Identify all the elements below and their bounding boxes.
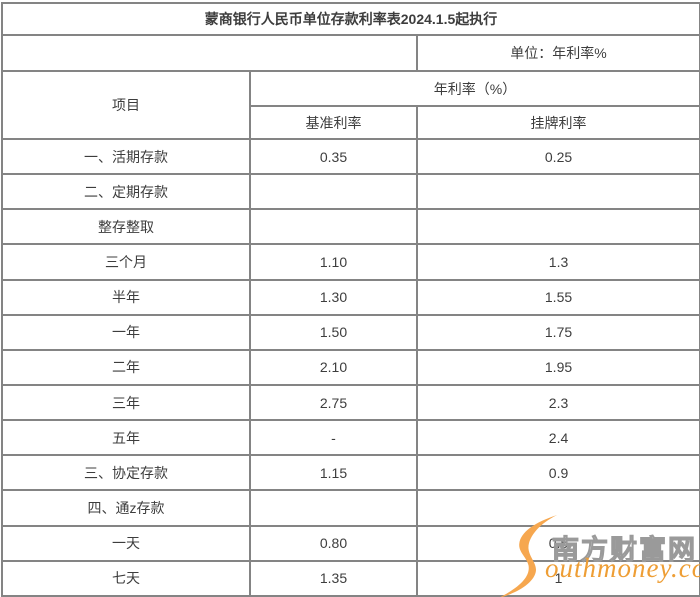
table-title-row: 蒙商银行人民币单位存款利率表2024.1.5起执行	[0, 2, 700, 36]
cell-base-rate: 2.10	[249, 348, 418, 386]
column-header-base-rate: 基准利率	[249, 105, 418, 140]
cell-listed-rate: 2.3	[415, 383, 700, 422]
table-row: 一年 1.50 1.75	[1, 313, 700, 351]
header-row-1: 项目 年利率（%）	[1, 70, 700, 140]
page-title: 蒙商银行人民币单位存款利率表2024.1.5起执行	[0, 2, 700, 36]
table-row: 二、定期存款	[1, 173, 700, 211]
cell-listed-rate: 1.3	[415, 243, 700, 281]
cell-listed-rate: 0.25	[415, 137, 700, 176]
table-row: 七天 1.35 1	[1, 559, 700, 597]
table-row: 三、协定存款 1.15 0.9	[1, 454, 700, 492]
cell-listed-rate: 1.55	[415, 278, 700, 316]
cell-base-rate: 0.80	[249, 524, 418, 562]
cell-base-rate: 1.35	[249, 559, 418, 597]
cell-item: 二、定期存款	[1, 173, 251, 211]
unit-label: 单位：年利率%	[415, 34, 700, 72]
table-row: 四、通z存款	[1, 489, 700, 527]
cell-listed-rate: 0.9	[415, 454, 700, 492]
column-header-listed-rate: 挂牌利率	[415, 105, 700, 140]
cell-item: 一、活期存款	[1, 137, 251, 176]
table-row: 二年 2.10 1.95	[1, 348, 700, 386]
cell-base-rate	[249, 173, 418, 211]
cell-item: 七天	[1, 559, 251, 597]
cell-listed-rate: 0.5	[415, 524, 700, 562]
table-row: 半年 1.30 1.55	[1, 278, 700, 316]
cell-listed-rate: 1.75	[415, 313, 700, 351]
table-row: 三年 2.75 2.3	[1, 383, 700, 422]
cell-base-rate	[249, 489, 418, 527]
cell-listed-rate	[415, 173, 700, 211]
table-row: 一天 0.80 0.5	[1, 524, 700, 562]
cell-base-rate: 0.35	[249, 137, 418, 176]
cell-item: 五年	[1, 419, 251, 457]
cell-item: 整存整取	[1, 208, 251, 246]
column-header-project: 项目	[1, 70, 251, 140]
cell-item: 四、通z存款	[1, 489, 251, 527]
cell-item: 一年	[1, 313, 251, 351]
cell-item: 三年	[1, 383, 251, 422]
cell-listed-rate: 1.95	[415, 348, 700, 386]
empty-cell	[1, 34, 418, 72]
unit-row: 单位：年利率%	[1, 34, 700, 72]
cell-item: 半年	[1, 278, 251, 316]
cell-base-rate: -	[249, 419, 418, 457]
cell-item: 三、协定存款	[1, 454, 251, 492]
cell-base-rate	[249, 208, 418, 246]
cell-item: 三个月	[1, 243, 251, 281]
cell-base-rate: 1.30	[249, 278, 418, 316]
cell-listed-rate	[415, 489, 700, 527]
column-header-rate-group: 年利率（%）	[248, 70, 700, 107]
header-row-2: 基准利率 挂牌利率	[2, 105, 700, 140]
table-row: 整存整取	[1, 208, 700, 246]
cell-listed-rate	[415, 208, 700, 246]
cell-base-rate: 1.50	[249, 313, 418, 351]
table-row: 一、活期存款 0.35 0.25	[1, 137, 700, 176]
cell-item: 一天	[1, 524, 251, 562]
cell-base-rate: 2.75	[249, 383, 418, 422]
table-row: 五年 - 2.4	[1, 419, 700, 457]
table-row: 三个月 1.10 1.3	[1, 243, 700, 281]
cell-listed-rate: 2.4	[415, 419, 700, 457]
cell-item: 二年	[1, 348, 251, 386]
cell-listed-rate: 1	[415, 559, 700, 597]
cell-base-rate: 1.15	[249, 454, 418, 492]
cell-base-rate: 1.10	[249, 243, 418, 281]
